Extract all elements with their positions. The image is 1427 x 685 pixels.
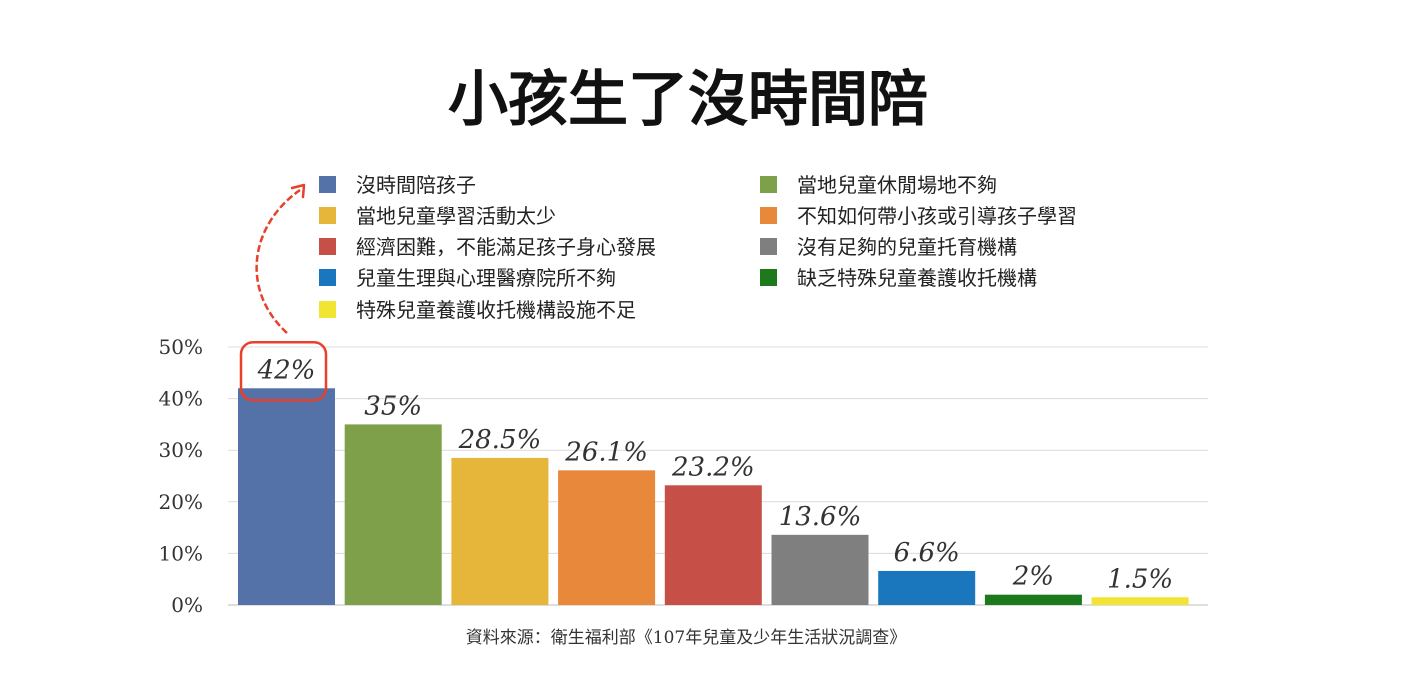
legend-label: 缺乏特殊兒童養護收托機構 bbox=[797, 266, 1037, 290]
data-labels: 42% 35% 28.5% 26.1% 23.2% 13.6% 6.6% 2% 1.5% bbox=[257, 355, 1174, 594]
highlight-annotation bbox=[239, 183, 328, 402]
y-tick-label: 40% bbox=[159, 387, 203, 411]
source-note: 資料來源：衛生福利部《107年兒童及少年生活狀況調查》 bbox=[466, 628, 906, 648]
data-label: 23.2% bbox=[671, 452, 755, 482]
data-label: 42% bbox=[257, 355, 316, 385]
data-label: 26.1% bbox=[564, 437, 648, 467]
legend-label: 兒童生理與心理醫療院所不夠 bbox=[356, 266, 616, 290]
bar bbox=[771, 534, 869, 605]
legend: 沒時間陪孩子當地兒童學習活動太少經濟困難，不能滿足孩子身心發展兒童生理與心理醫療… bbox=[319, 173, 1077, 322]
bar bbox=[878, 570, 976, 605]
data-label: 1.5% bbox=[1107, 564, 1173, 594]
legend-swatch bbox=[319, 269, 336, 286]
legend-swatch bbox=[319, 207, 336, 224]
highlight-arrow bbox=[255, 188, 301, 334]
y-tick-label: 10% bbox=[159, 541, 203, 565]
y-tick-label: 50% bbox=[159, 335, 203, 359]
data-label: 28.5% bbox=[458, 425, 542, 455]
data-label: 35% bbox=[364, 391, 422, 421]
arrow-head-icon bbox=[290, 183, 306, 199]
legend-label: 不知如何帶小孩或引導孩子學習 bbox=[797, 204, 1077, 228]
highlight-circle bbox=[239, 341, 328, 402]
legend-label: 沒時間陪孩子 bbox=[356, 173, 476, 197]
bars bbox=[238, 388, 1189, 605]
y-axis: 0% 10% 20% 30% 40% 50% bbox=[159, 335, 203, 617]
legend-swatch bbox=[319, 301, 336, 318]
data-label: 2% bbox=[1012, 562, 1054, 592]
legend-swatch bbox=[319, 176, 336, 193]
bar bbox=[558, 470, 656, 605]
legend-swatch bbox=[760, 207, 777, 224]
legend-label: 經濟困難，不能滿足孩子身心發展 bbox=[356, 235, 656, 259]
legend-swatch bbox=[319, 238, 336, 255]
bar bbox=[1091, 597, 1189, 605]
legend-label: 當地兒童休閒場地不夠 bbox=[797, 173, 997, 197]
bar bbox=[664, 485, 762, 605]
chart-title: 小孩生了沒時間陪 bbox=[448, 65, 928, 135]
data-label: 6.6% bbox=[894, 538, 960, 568]
legend-label: 特殊兒童養護收托機構設施不足 bbox=[356, 298, 636, 322]
bar bbox=[238, 388, 335, 605]
legend-swatch bbox=[760, 269, 777, 286]
legend-swatch bbox=[760, 176, 777, 193]
bar bbox=[344, 424, 442, 605]
bar bbox=[984, 594, 1082, 605]
y-tick-label: 0% bbox=[171, 593, 203, 617]
legend-swatch bbox=[760, 238, 777, 255]
y-tick-label: 20% bbox=[159, 490, 203, 514]
data-label: 13.6% bbox=[779, 502, 862, 532]
bar bbox=[451, 457, 549, 605]
legend-label: 當地兒童學習活動太少 bbox=[356, 204, 556, 228]
y-tick-label: 30% bbox=[159, 438, 203, 462]
legend-label: 沒有足夠的兒童托育機構 bbox=[797, 235, 1017, 259]
